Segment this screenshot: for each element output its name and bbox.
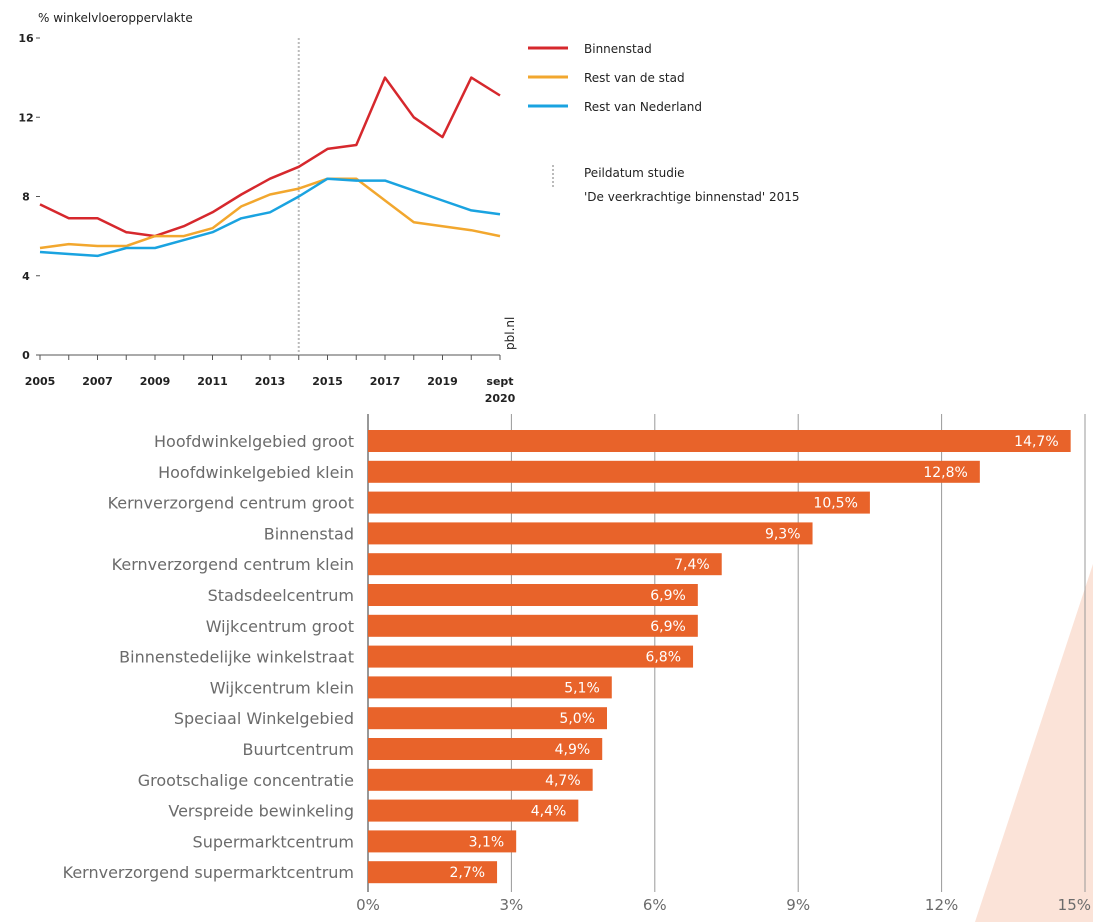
line-y-tick-label: 4: [22, 270, 30, 283]
bar-value-label: 2,7%: [449, 865, 485, 881]
bar-value-label: 4,4%: [531, 804, 567, 820]
line-axes: 0 4 8 12 16 2005 2007 2009 2011 2013 2015 2017 2019 s…: [18, 32, 515, 405]
bar-value-label: 5,0%: [559, 711, 595, 727]
bar-category-label: Stadsdeelcentrum: [208, 586, 354, 605]
line-y-tick-label: 12: [18, 111, 33, 124]
line-legend: Binnenstad Rest van de stad Rest van Neder…: [528, 42, 800, 204]
line-x-tick-label: 2017: [370, 375, 401, 388]
bar-value-label: 10,5%: [813, 496, 857, 512]
bar: [368, 645, 694, 668]
bar: [368, 861, 498, 884]
bar: [368, 614, 698, 637]
line-y-tick-label: 16: [18, 32, 34, 45]
bar-value-label: 3,1%: [469, 834, 505, 850]
bar-category-label: Verspreide bewinkeling: [168, 802, 354, 821]
bar-x-tick-label: 12%: [925, 896, 958, 914]
bar: [368, 768, 593, 791]
bar-x-tick-label: 0%: [356, 896, 380, 914]
bar-category-label: Binnenstad: [264, 524, 354, 543]
bar-x-tick-label: 3%: [500, 896, 524, 914]
bar-value-label: 6,8%: [645, 650, 681, 666]
bar-value-label: 4,7%: [545, 773, 581, 789]
bar-x-tick-label: 6%: [643, 896, 667, 914]
bar: [368, 707, 607, 730]
bar-category-label: Kernverzorgend centrum klein: [112, 555, 354, 574]
bar-category-label: Hoofdwinkelgebied klein: [158, 463, 354, 482]
bar: [368, 830, 517, 853]
bar-category-label: Grootschalige concentratie: [138, 771, 354, 790]
bar-value-label: 9,3%: [765, 526, 801, 542]
bar-category-label: Binnenstedelijke winkelstraat: [119, 648, 354, 667]
line-y-tick-label: 8: [22, 191, 30, 204]
line-x-tick-label: 2013: [255, 375, 286, 388]
bar-category-label: Speciaal Winkelgebied: [174, 709, 354, 728]
bar-x-tick-label: 9%: [786, 896, 810, 914]
legend-label: Rest van de stad: [584, 71, 685, 85]
bar-value-label: 12,8%: [923, 465, 967, 481]
line-series-rest-van-nederland: [39, 177, 501, 258]
bar-x-tick-label: 15%: [1058, 896, 1091, 914]
bar-value-label: 6,9%: [650, 588, 686, 604]
bar-category-label: Wijkcentrum groot: [206, 617, 354, 636]
decorative-shape: [975, 564, 1093, 922]
line-x-tick-label: 2015: [312, 375, 343, 388]
line-x-tick-sublabel: 2020: [485, 392, 516, 405]
bar-category-label: Kernverzorgend centrum groot: [108, 494, 354, 513]
bar: [368, 676, 612, 699]
legend-reference-label-line2: 'De veerkrachtige binnenstad' 2015: [584, 190, 800, 204]
bar: [368, 553, 722, 576]
bar-chart: Hoofdwinkelgebied groot 14,7% Hoofdwinkelg…: [63, 414, 1093, 922]
bar: [368, 460, 980, 483]
line-y-tick-label: 0: [22, 349, 30, 362]
line-x-tick-label: sept: [486, 375, 513, 388]
line-y-axis-label: % winkelvloeroppervlakte: [38, 11, 193, 25]
line-x-tick-label: 2019: [427, 375, 458, 388]
line-series-group: [39, 76, 501, 258]
legend-label: Binnenstad: [584, 42, 652, 56]
line-series-rest-van-de-stad: [39, 177, 501, 250]
bar: [368, 584, 698, 606]
bar-value-label: 5,1%: [564, 680, 600, 696]
line-series-binnenstad: [39, 76, 501, 238]
bar-value-label: 4,9%: [555, 742, 591, 758]
bar-category-label: Kernverzorgend supermarktcentrum: [63, 863, 354, 882]
bar-category-label: Buurtcentrum: [243, 740, 354, 759]
bar-x-ticks: 0% 3% 6% 9% 12% 15%: [356, 896, 1091, 914]
bar: [368, 799, 579, 822]
legend-reference-label-line1: Peildatum studie: [584, 166, 685, 180]
bar: [368, 491, 870, 514]
line-x-tick-label: 2005: [25, 375, 56, 388]
bar-category-label: Hoofdwinkelgebied groot: [154, 432, 354, 451]
bar: [368, 522, 813, 545]
bar-category-label: Supermarktcentrum: [193, 832, 354, 851]
bar: [368, 430, 1071, 452]
line-x-tick-label: 2009: [140, 375, 171, 388]
legend-label: Rest van Nederland: [584, 100, 702, 114]
bar-category-label: Wijkcentrum klein: [210, 678, 354, 697]
line-x-tick-label: 2007: [82, 375, 113, 388]
bar-value-label: 6,9%: [650, 619, 686, 635]
source-note: pbl.nl: [503, 317, 517, 350]
bar-value-label: 7,4%: [674, 557, 710, 573]
line-x-tick-label: 2011: [197, 375, 228, 388]
bar: [368, 738, 603, 760]
line-chart: % winkelvloeroppervlakte 0 4 8 12 16 2005 2007…: [18, 11, 800, 405]
bar-value-label: 14,7%: [1014, 434, 1058, 450]
bar-bars-group: Hoofdwinkelgebied groot 14,7% Hoofdwinkelg…: [63, 430, 1071, 884]
